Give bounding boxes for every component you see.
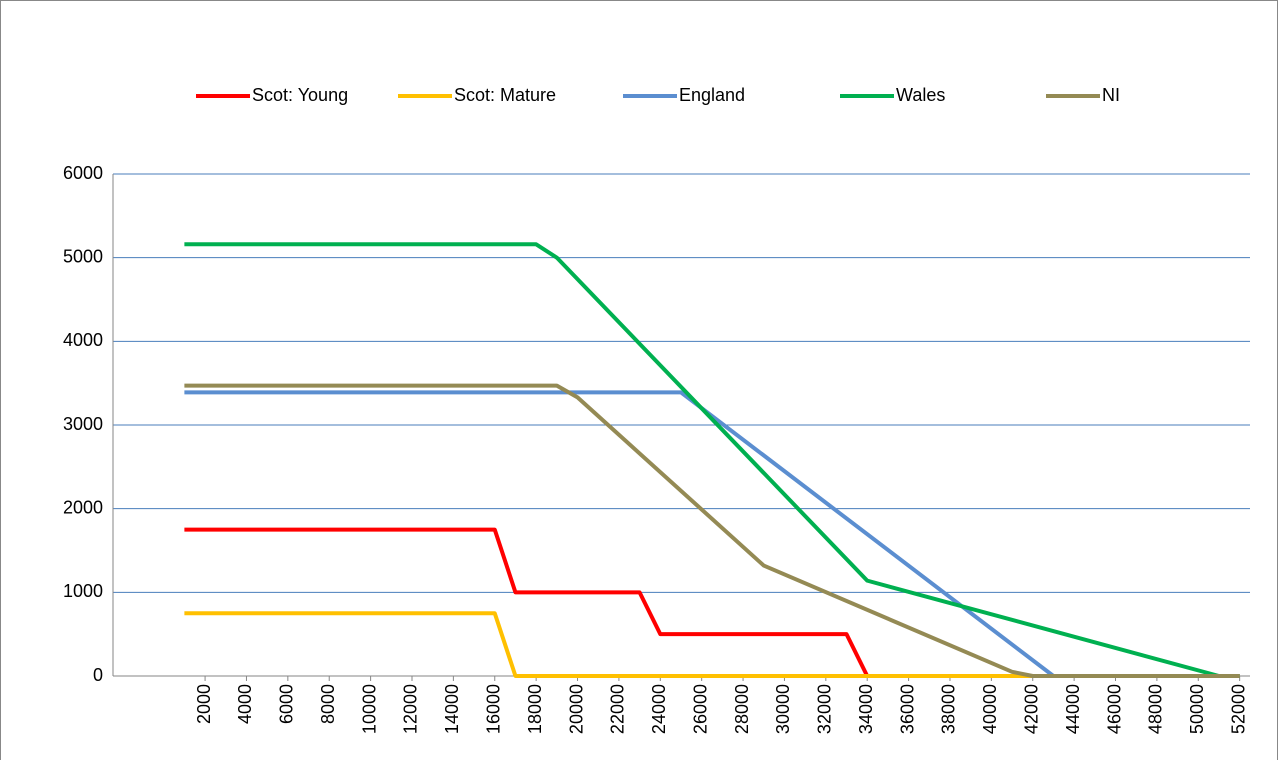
x-tick-label: 32000 [815,684,835,734]
y-tick-label: 0 [93,665,103,685]
y-tick-label: 2000 [63,497,103,517]
x-tick-label: 48000 [1146,684,1166,734]
x-tick-label: 52000 [1228,684,1248,734]
x-tick-label: 10000 [359,684,379,734]
x-tick-label: 8000 [318,684,338,724]
y-tick-label: 6000 [63,163,103,183]
x-tick-label: 38000 [939,684,959,734]
series-line [184,383,1240,678]
y-tick-label: 1000 [63,581,103,601]
series-line [184,611,1240,678]
x-tick-label: 26000 [690,684,710,734]
legend-label: England [679,85,745,105]
x-tick-label: 20000 [566,684,586,734]
x-tick-label: 28000 [732,684,752,734]
legend-label: Scot: Young [252,85,348,105]
x-tick-label: 50000 [1187,684,1207,734]
x-tick-label: 40000 [980,684,1000,734]
legend-label: Wales [896,85,945,105]
x-tick-label: 42000 [1021,684,1041,734]
x-tick-label: 16000 [484,684,504,734]
y-tick-label: 4000 [63,330,103,350]
series-line [184,527,1240,678]
x-tick-label: 2000 [194,684,214,724]
x-tick-label: 18000 [525,684,545,734]
legend-label: NI [1102,85,1120,105]
x-tick-label: 4000 [235,684,255,724]
x-tick-label: 36000 [897,684,917,734]
x-tick-label: 30000 [773,684,793,734]
legend-label: Scot: Mature [454,85,556,105]
x-tick-label: 6000 [277,684,297,724]
x-tick-label: 34000 [856,684,876,734]
x-tick-label: 12000 [401,684,421,734]
x-tick-label: 24000 [649,684,669,734]
x-tick-label: 22000 [608,684,628,734]
y-tick-label: 5000 [63,246,103,266]
x-tick-label: 46000 [1104,684,1124,734]
x-tick-label: 44000 [1063,684,1083,734]
x-tick-label: 14000 [442,684,462,734]
y-tick-label: 3000 [63,414,103,434]
